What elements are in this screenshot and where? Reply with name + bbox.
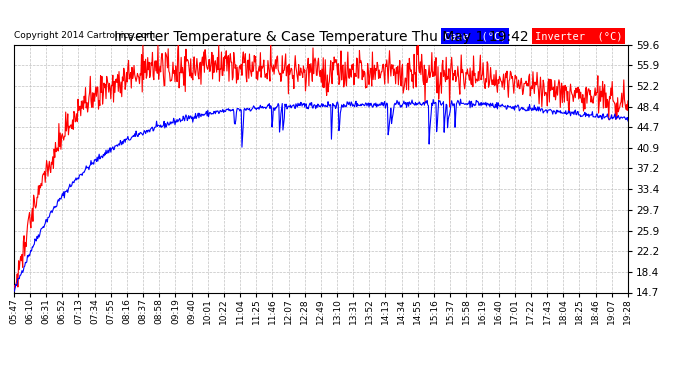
Title: Inverter Temperature & Case Temperature Thu May 1 19:42: Inverter Temperature & Case Temperature … <box>114 30 528 44</box>
Text: Copyright 2014 Cartronics.com: Copyright 2014 Cartronics.com <box>14 31 155 40</box>
Text: Inverter  (°C): Inverter (°C) <box>535 31 622 41</box>
Text: Case  (°C): Case (°C) <box>444 31 506 41</box>
